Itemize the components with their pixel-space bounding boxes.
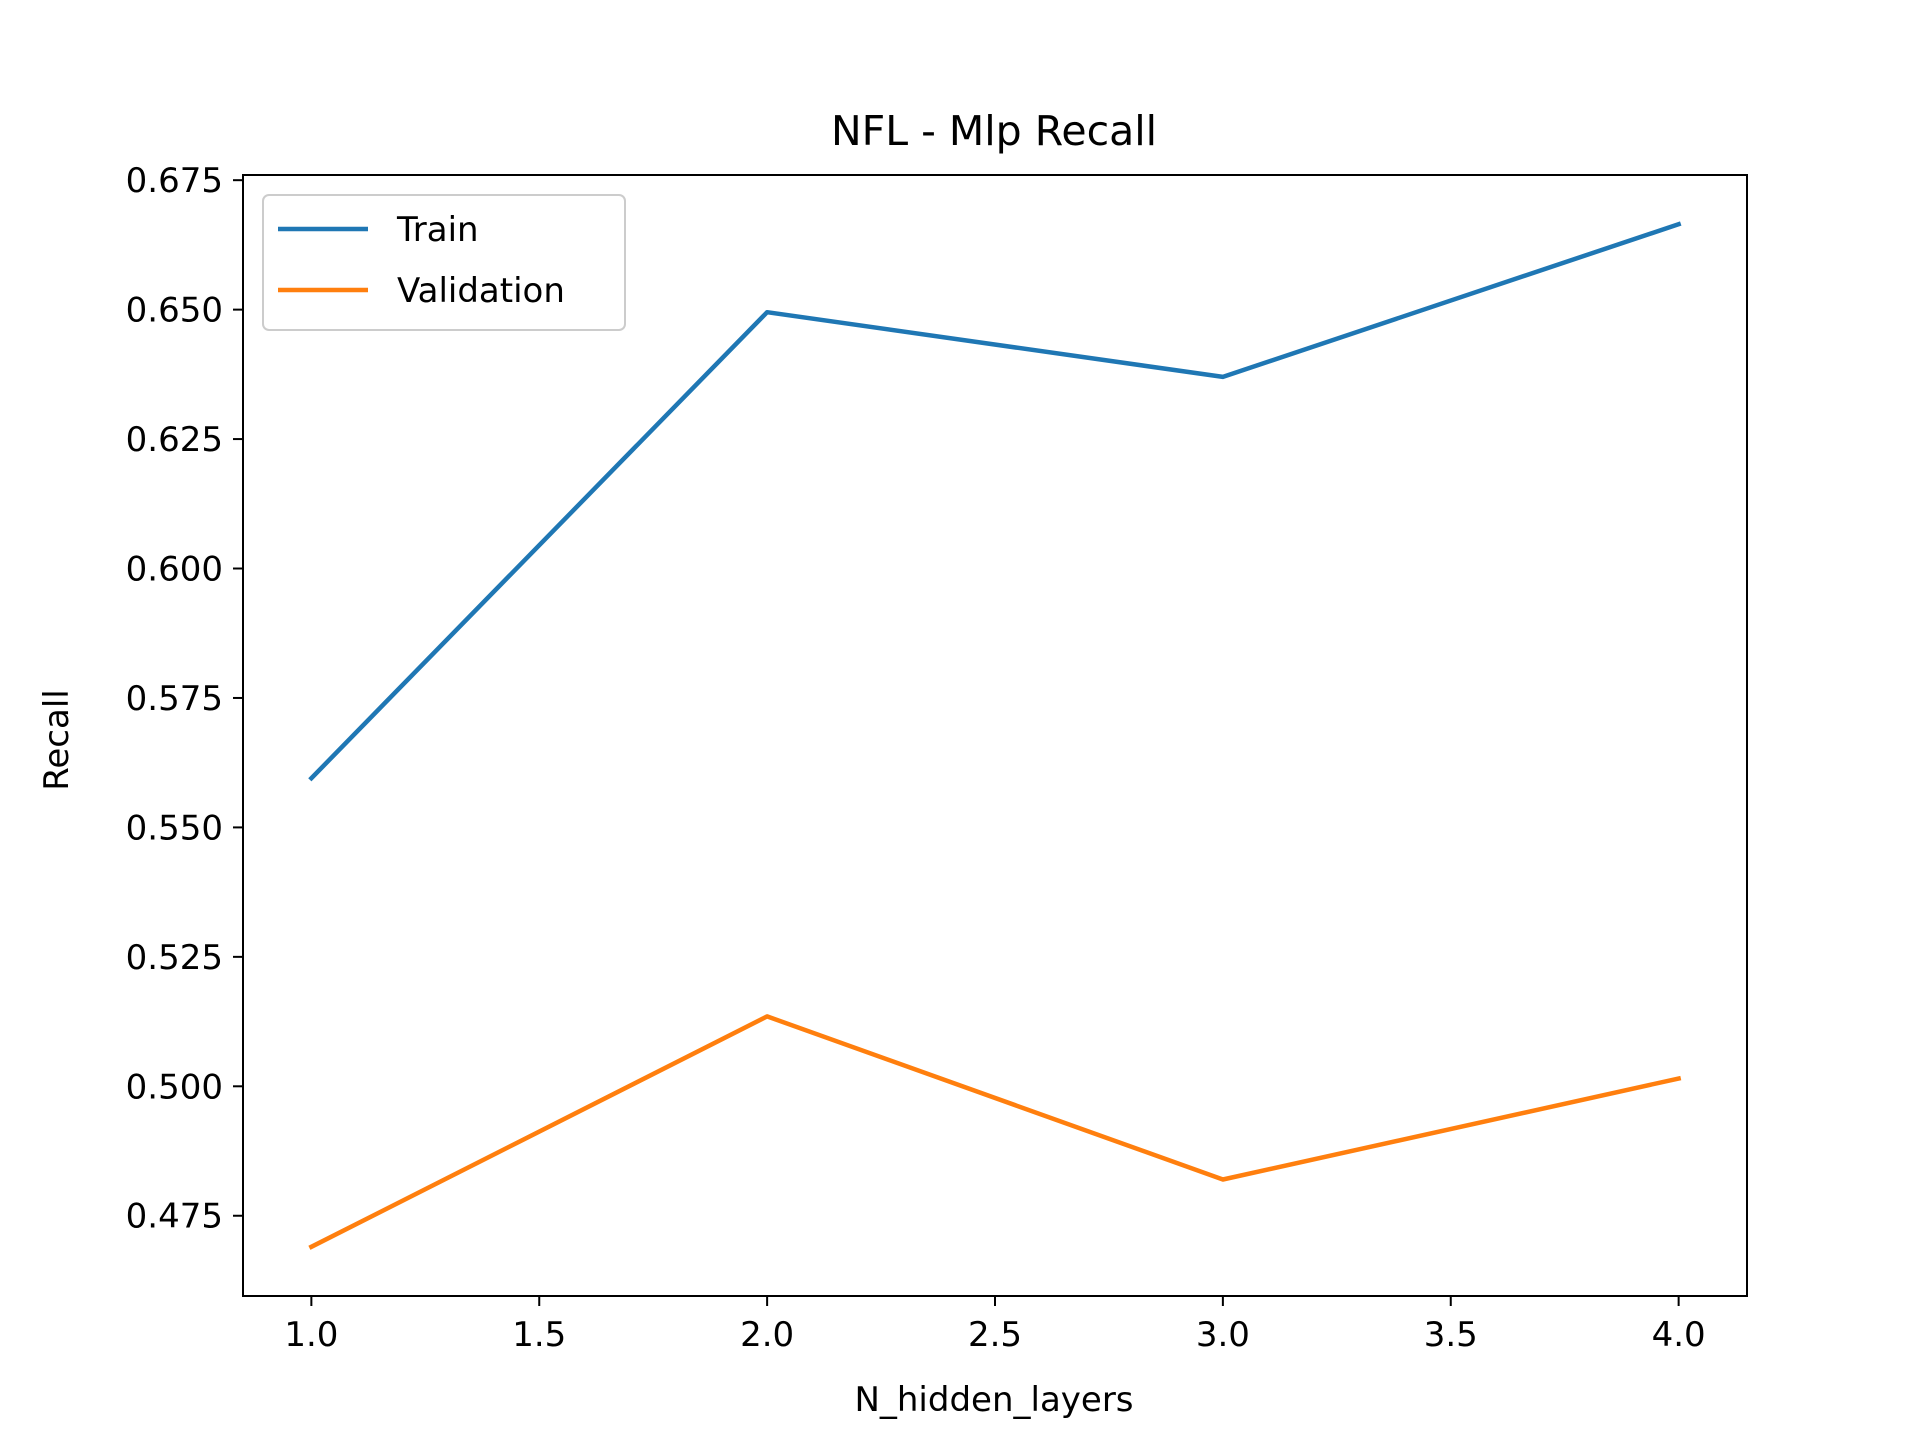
chart-title: NFL - Mlp Recall — [831, 107, 1157, 155]
y-tick-label: 0.475 — [126, 1197, 223, 1237]
y-tick-label: 0.675 — [126, 161, 223, 201]
legend: Train Validation — [263, 195, 625, 330]
y-tick-label: 0.650 — [126, 291, 223, 331]
x-axis-label: N_hidden_layers — [854, 1380, 1133, 1420]
x-tick-label: 2.5 — [968, 1315, 1022, 1355]
y-tick-label: 0.525 — [126, 938, 223, 978]
y-tick-label: 0.575 — [126, 679, 223, 719]
x-tick-label: 3.5 — [1424, 1315, 1478, 1355]
legend-label-train: Train — [396, 210, 479, 250]
y-tick-label: 0.550 — [126, 808, 223, 848]
x-tick-label: 4.0 — [1652, 1315, 1706, 1355]
x-tick-label: 2.0 — [740, 1315, 794, 1355]
legend-label-validation: Validation — [397, 271, 565, 311]
y-tick-label: 0.625 — [126, 420, 223, 460]
x-tick-label: 1.5 — [512, 1315, 566, 1355]
x-tick-label: 3.0 — [1196, 1315, 1250, 1355]
x-tick-label: 1.0 — [284, 1315, 338, 1355]
y-tick-label: 0.600 — [126, 550, 223, 590]
y-axis-label: Recall — [37, 689, 77, 790]
y-tick-label: 0.500 — [126, 1067, 223, 1107]
